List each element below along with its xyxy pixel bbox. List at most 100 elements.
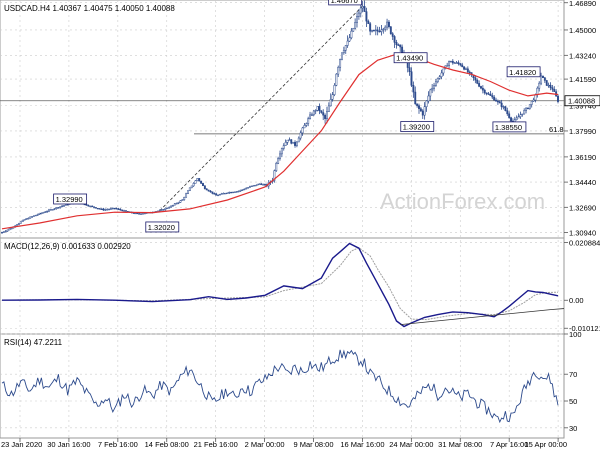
candle-body [480,86,482,89]
candle-body [451,60,454,64]
candle-body [64,204,67,206]
candle-body [273,170,276,181]
candle-body [141,213,144,215]
candle-body [224,192,227,195]
candle-body [506,110,509,115]
candle-body [528,104,531,109]
candle-body [21,219,24,222]
candle-body [305,123,308,126]
candle-body [448,61,451,66]
candle-body [433,85,435,89]
price-annotation-box [53,193,88,205]
candle-body [363,6,366,12]
candle-body [243,188,246,191]
candle-body [181,199,184,201]
candle-body [48,209,50,212]
candle-body [96,207,99,210]
candle-body [523,110,526,115]
candle-body [453,62,456,64]
candle-body [318,106,321,112]
candle-body [320,110,323,113]
candle-body [228,191,231,194]
candle-body [207,189,210,192]
candle-body [4,230,7,233]
candle-body [16,224,18,227]
candle-body [410,71,413,86]
candle-body [491,95,494,98]
moving-average-line [1,53,559,230]
candle-body [429,89,432,97]
candle-body [222,193,225,195]
candle-body [478,83,481,87]
candle-body [40,212,43,215]
candle-body [98,208,101,210]
candle-body [387,21,390,27]
macd-header: MACD(12,26,9) 0.001633 0.002920 [4,242,131,251]
candle-body [297,137,300,143]
candle-body [59,206,62,208]
candle-body [121,209,124,212]
candle-body [93,206,95,208]
price-annotation-label: 1.41820 [509,68,536,77]
candle-body [252,185,255,187]
macd-layer [1,242,565,328]
candle-body [459,63,462,66]
candle-body [233,191,236,193]
candle-body [158,210,161,212]
candle-body [496,100,499,103]
candle-body [326,111,328,119]
candle-body [350,30,353,39]
candle-body [361,6,364,9]
candle-body [519,114,522,117]
candle-body [168,207,171,209]
candle-body [170,205,173,208]
price-y-tick-label: 1.43240 [569,51,596,60]
candle-body [200,180,203,184]
candle-body [250,185,253,187]
candle-body [423,106,426,116]
candle-body [294,141,296,146]
current-price-tag [564,95,600,107]
candle-body [218,194,221,196]
candle-body [442,68,445,74]
candle-body [510,117,512,122]
projection-line [159,5,363,211]
candle-body [542,75,544,79]
candle-body [27,218,30,220]
price-y-tick-label: 1.36190 [569,153,596,162]
candle-body [89,205,92,208]
candle-body [322,112,325,116]
candle-body [36,214,39,216]
candle-body [188,187,191,192]
candle-body [483,89,486,94]
candle-body [341,52,343,60]
macd-y-tick-label: -0.010121 [569,324,600,333]
candle-body [187,190,189,195]
candle-body [232,191,234,194]
candle-body [100,208,103,210]
candle-body [374,29,377,31]
candle-body [312,110,315,116]
candle-body [397,44,400,46]
candle-body [55,207,58,209]
candle-body [309,114,312,119]
candle-body [288,139,291,141]
candle-body [416,103,419,106]
candle-body [94,207,97,209]
candle-body [525,107,528,111]
candle-body [551,87,554,90]
candle-body [160,209,163,211]
candle-body [434,81,437,86]
candle-body [538,82,541,89]
candle-body [239,189,242,192]
price-annotation-box [400,121,435,132]
candle-body [42,212,45,214]
price-header: USDCAD.H4 1.40367 1.40475 1.40050 1.4008… [4,4,175,13]
price-annotation-box [506,66,541,78]
price-y-tick-label: 1.39740 [569,102,596,111]
candle-body [119,208,122,211]
candle-body [171,204,174,207]
candle-body [481,87,484,91]
watermark: ActionForex.com [380,189,545,214]
